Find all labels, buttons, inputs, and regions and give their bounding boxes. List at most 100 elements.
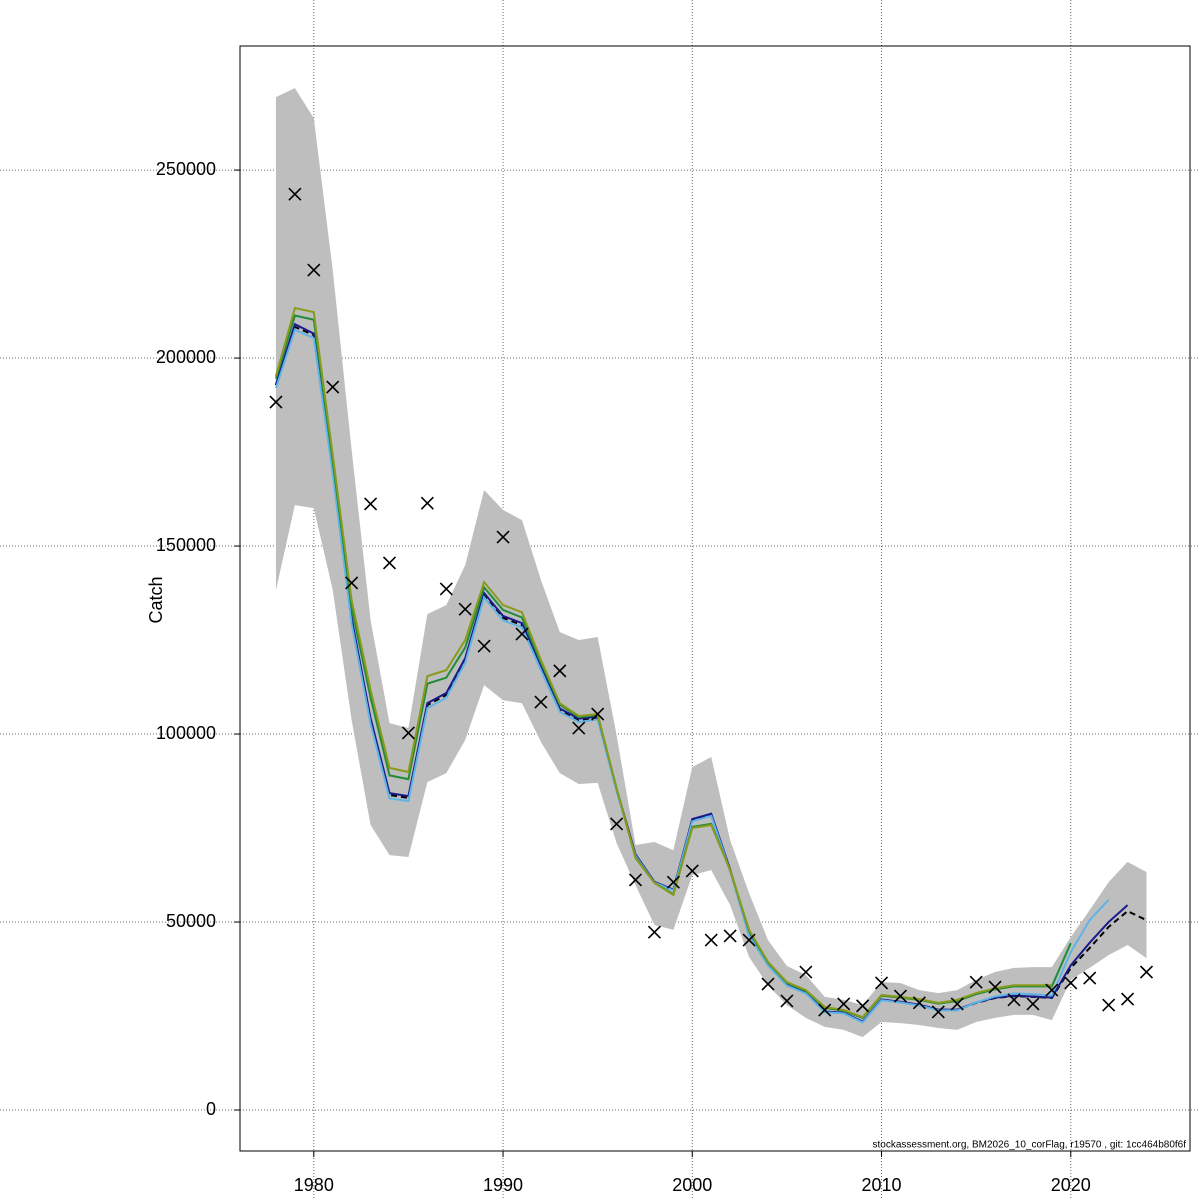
observed-point <box>439 582 453 596</box>
cross-stroke <box>401 726 415 740</box>
observed-point <box>326 380 340 394</box>
cross-stroke <box>515 627 529 641</box>
cross-stroke <box>1083 971 1097 985</box>
cross-stroke <box>345 576 359 590</box>
cross-stroke <box>420 496 434 510</box>
cross-stroke <box>553 664 567 678</box>
series-line <box>275 328 1110 1024</box>
observed-point <box>912 996 926 1010</box>
cross-stroke <box>1026 997 1040 1011</box>
cross-stroke <box>534 695 548 709</box>
observed-point <box>799 965 813 979</box>
observed-point <box>837 997 851 1011</box>
cross-stroke <box>874 976 889 990</box>
observed-point <box>666 875 680 889</box>
observed-point <box>950 997 964 1011</box>
observed-point <box>610 817 624 831</box>
x-tick-label: 1990 <box>483 1175 523 1195</box>
observed-point <box>382 556 397 570</box>
x-tick-label: 2000 <box>672 1175 712 1195</box>
cross-stroke <box>1064 976 1078 990</box>
observed-point <box>496 530 510 544</box>
confidence-band <box>275 88 1147 1038</box>
cross-stroke <box>1102 998 1116 1012</box>
cross-stroke <box>723 929 737 943</box>
cross-stroke <box>780 994 794 1008</box>
observed-point <box>553 664 567 678</box>
cross-stroke <box>591 707 605 721</box>
observed-point <box>628 873 643 887</box>
cross-stroke <box>742 933 756 947</box>
cross-stroke <box>610 817 624 831</box>
observed-point <box>1064 976 1078 990</box>
observed-point <box>401 726 415 740</box>
y-tick-label: 250000 <box>156 159 216 179</box>
observed-point <box>931 1005 945 1019</box>
observed-point <box>723 929 737 943</box>
observed-point <box>647 925 662 939</box>
cross-stroke <box>326 380 340 394</box>
observed-point <box>1120 992 1135 1006</box>
cross-stroke <box>628 873 643 887</box>
cross-stroke <box>950 997 964 1011</box>
cross-stroke <box>912 996 926 1010</box>
observed-point <box>761 977 775 991</box>
observed-point <box>874 976 889 990</box>
cross-stroke <box>496 530 510 544</box>
y-tick-label: 200000 <box>156 347 216 367</box>
y-tick-label: 100000 <box>156 723 216 743</box>
cross-stroke <box>1045 983 1059 997</box>
cross-stroke <box>269 395 283 409</box>
cross-stroke <box>288 187 302 201</box>
observed-point <box>307 263 321 277</box>
cross-stroke <box>1007 993 1021 1007</box>
cross-stroke <box>1120 992 1135 1006</box>
cross-stroke <box>307 263 321 277</box>
observed-point <box>856 999 870 1013</box>
observed-point <box>345 576 359 590</box>
observed-point <box>893 989 908 1003</box>
cross-stroke <box>931 1005 945 1019</box>
cross-stroke <box>382 556 397 570</box>
cross-stroke <box>1139 965 1154 979</box>
cross-stroke <box>666 875 680 889</box>
observed-point <box>780 994 794 1008</box>
cross-stroke <box>837 997 851 1011</box>
y-tick-label: 150000 <box>156 535 216 555</box>
cross-stroke <box>799 965 813 979</box>
cross-stroke <box>704 933 718 947</box>
observed-point <box>988 980 1002 994</box>
x-tick-label: 2020 <box>1051 1175 1091 1195</box>
observed-point <box>420 496 434 510</box>
observed-point <box>288 187 302 201</box>
cross-stroke <box>818 1003 832 1017</box>
observed-point <box>572 721 586 735</box>
cross-stroke <box>477 639 491 653</box>
cross-stroke <box>893 989 908 1003</box>
x-tick-label: 1980 <box>294 1175 334 1195</box>
observed-point <box>515 627 529 641</box>
cross-stroke <box>647 925 662 939</box>
footnote: stockassessment.org, BM2026_10_corFlag, … <box>872 1140 1186 1151</box>
cross-stroke <box>685 864 699 878</box>
observed-point <box>1007 993 1021 1007</box>
cross-stroke <box>364 497 378 511</box>
cross-stroke <box>856 999 870 1013</box>
observed-point <box>704 933 718 947</box>
observed-point <box>1083 971 1097 985</box>
observed-point <box>1026 997 1040 1011</box>
observed-point <box>477 639 491 653</box>
observed-point <box>685 864 699 878</box>
cross-stroke <box>988 980 1002 994</box>
y-tick-label: 0 <box>206 1099 216 1119</box>
observed-point <box>364 497 378 511</box>
observed-point <box>1102 998 1116 1012</box>
observed-point <box>1139 965 1154 979</box>
observed-point <box>591 707 605 721</box>
cross-stroke <box>458 602 472 616</box>
plot-frame <box>239 45 1191 1152</box>
cross-stroke <box>439 582 453 596</box>
